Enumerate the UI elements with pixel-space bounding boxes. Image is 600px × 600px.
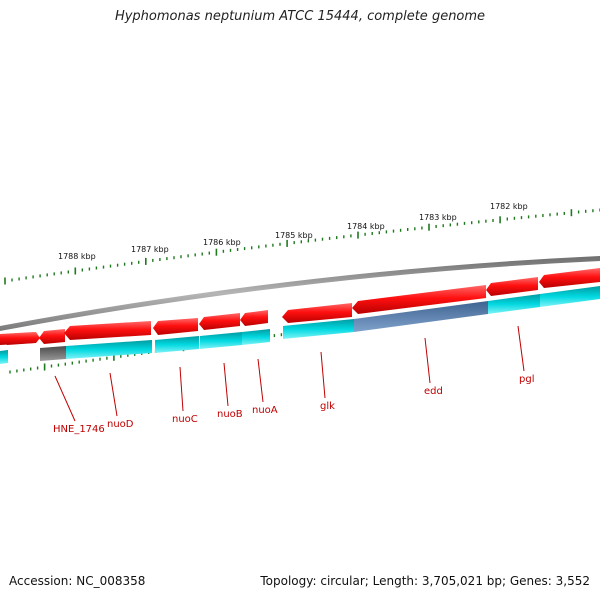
forward-gene[interactable] — [153, 318, 198, 335]
gene-label-edd[interactable]: edd — [424, 386, 443, 397]
tick-label-1784: 1784 kbp — [347, 222, 385, 231]
reverse-gene-nuod[interactable] — [66, 340, 152, 359]
reverse-gene-nuoa[interactable] — [242, 329, 270, 345]
reverse-gene-nuob[interactable] — [200, 332, 242, 349]
tick-label-1786: 1786 kbp — [203, 238, 241, 247]
reverse-strand-genes — [0, 286, 600, 364]
reverse-gene-pgl[interactable] — [488, 294, 540, 314]
selected-gene-edd[interactable] — [354, 301, 488, 332]
gene-label-hne-1746[interactable]: HNE_1746 — [53, 424, 105, 435]
gene-label-pgl[interactable]: pgl — [519, 374, 534, 385]
genome-summary-text: Topology: circular; Length: 3,705,021 bp… — [260, 574, 590, 588]
reverse-gene[interactable] — [540, 286, 600, 307]
forward-gene[interactable] — [64, 321, 151, 340]
tick-label-1785: 1785 kbp — [275, 231, 313, 240]
upper-tick-marks — [4, 208, 600, 285]
tick-label-1783: 1783 kbp — [419, 213, 457, 222]
forward-gene[interactable] — [539, 268, 600, 288]
forward-strand-genes — [0, 268, 600, 345]
forward-gene[interactable] — [199, 313, 240, 330]
map-title: Hyphomonas neptunium ATCC 15444, complet… — [114, 9, 486, 24]
reverse-gene[interactable] — [0, 350, 8, 364]
label-leader-lines — [54, 325, 525, 422]
gene-label-glk[interactable]: glk — [320, 401, 335, 412]
tick-label-1788: 1788 kbp — [58, 252, 96, 261]
gene-label-nuob[interactable]: nuoB — [217, 409, 243, 420]
gene-label-nuoa[interactable]: nuoA — [252, 405, 278, 416]
forward-gene[interactable] — [486, 277, 538, 296]
scale-axis: 1788 kbp 1787 kbp 1786 kbp 1785 kbp 1784… — [58, 202, 528, 261]
forward-gene[interactable] — [352, 285, 486, 314]
tick-label-1787: 1787 kbp — [131, 245, 169, 254]
genome-backbone — [0, 256, 600, 331]
forward-gene[interactable] — [3, 332, 40, 345]
gene-label-nuoc[interactable]: nuoC — [172, 414, 198, 425]
accession-text: Accession: NC_008358 — [9, 574, 146, 588]
tick-label-1782: 1782 kbp — [490, 202, 528, 211]
forward-gene[interactable] — [282, 303, 352, 323]
gene-labels: HNE_1746 nuoD nuoC nuoB nuoA glk edd pgl — [53, 374, 534, 435]
pseudo-gene-hne-1746[interactable] — [40, 346, 66, 361]
gene-label-nuod[interactable]: nuoD — [107, 419, 134, 430]
reverse-gene-glk[interactable] — [283, 319, 354, 339]
reverse-gene-nuoc[interactable] — [155, 336, 199, 353]
forward-gene[interactable] — [39, 329, 65, 344]
forward-gene[interactable] — [240, 310, 268, 326]
